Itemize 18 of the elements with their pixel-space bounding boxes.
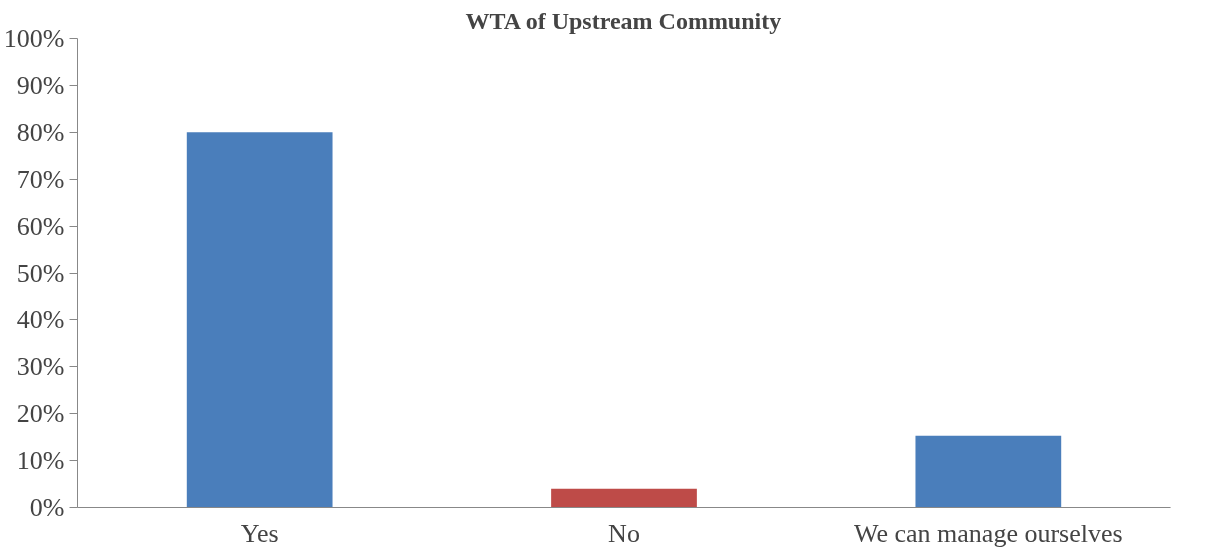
y-tick-label: 40% [16, 305, 65, 335]
y-tick-label: 20% [16, 399, 65, 429]
x-tick-label: We can manage ourselves [854, 518, 1123, 548]
y-tick-label: 70% [16, 164, 65, 194]
y-tick-label: 90% [16, 70, 65, 100]
x-tick-label: Yes [240, 518, 279, 548]
y-tick-label: 10% [16, 446, 65, 476]
bar [551, 488, 697, 508]
y-tick-label: 30% [16, 352, 65, 382]
y-tick-label: 50% [16, 258, 65, 288]
x-tick-label: No [608, 518, 640, 548]
y-tick-label: 80% [16, 117, 65, 147]
bar [915, 435, 1062, 508]
y-tick-label: 60% [16, 211, 65, 241]
y-tick-label: 0% [29, 493, 65, 522]
y-tick-label: 100% [3, 24, 65, 53]
chart-title: WTA of Upstream Community [465, 7, 782, 34]
bar [186, 132, 333, 508]
